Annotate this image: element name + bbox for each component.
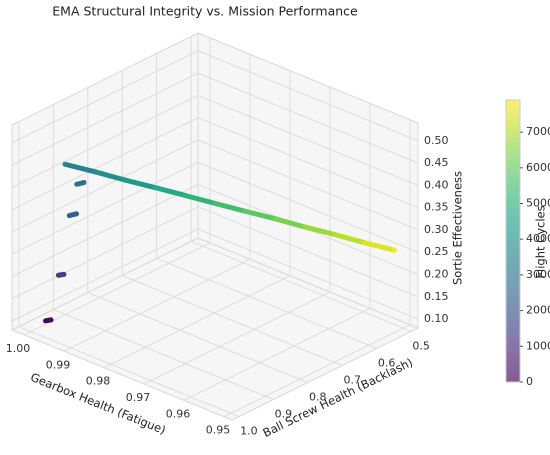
x-grid-line [183, 103, 371, 401]
point [242, 208, 278, 222]
z-tick-label: 0.30 [424, 223, 449, 236]
panes [10, 32, 420, 421]
colorbar-tick-label: 3000 [526, 268, 550, 281]
z-tick-label: 0.15 [424, 290, 449, 303]
point [62, 161, 98, 175]
y-grid-line [18, 121, 240, 418]
z-tick-label: 0.10 [424, 312, 449, 325]
y-tick-label: 1.0 [240, 425, 258, 438]
y-tick-label: 0.8 [309, 391, 327, 404]
point [332, 231, 368, 246]
colorbar-tick-label: 5000 [526, 197, 550, 210]
point [61, 271, 67, 277]
x-grid-line [63, 54, 251, 352]
z-grid-line [11, 183, 419, 277]
z-tick-label: 0.35 [424, 201, 449, 214]
point [81, 180, 87, 186]
marks [43, 161, 398, 324]
point [272, 216, 308, 230]
x-tick-label: 1.00 [6, 342, 31, 355]
z-grid-line [11, 228, 419, 322]
z-grid-line [11, 206, 419, 300]
x-tick-label: 0.96 [166, 407, 191, 420]
point [152, 185, 188, 198]
point [302, 224, 338, 237]
point [92, 169, 128, 183]
chart-title: EMA Structural Integrity vs. Mission Per… [52, 4, 358, 19]
colorbar-tick-label: 0 [526, 375, 533, 388]
point [182, 192, 218, 206]
x-grid-line [103, 70, 291, 369]
z-tick-label: 0.45 [424, 156, 449, 169]
y-grid-line [87, 87, 308, 383]
pane [197, 32, 419, 329]
y-tick-label: 0.5 [412, 339, 430, 352]
colorbar-label: Flight Cycles [534, 205, 548, 278]
z-grid-line [11, 139, 419, 233]
y-tick-label: 0.6 [378, 356, 396, 369]
x-grid-line [23, 37, 211, 336]
x-tick-label: 0.95 [206, 424, 231, 437]
colorbar-tick-label: 6000 [526, 161, 550, 174]
y-grid-line [52, 104, 274, 401]
colorbar-tick-label: 2000 [526, 304, 550, 317]
z-tick-label: 0.20 [424, 268, 449, 281]
z-grid-line [11, 117, 419, 211]
x-grid-line [143, 87, 331, 385]
point [122, 177, 158, 191]
point [392, 247, 398, 253]
point [212, 200, 248, 214]
y-tick-label: 0.9 [275, 408, 293, 421]
point [362, 240, 398, 253]
colorbar-tick-label: 4000 [526, 232, 550, 245]
z-grid-line [11, 161, 419, 255]
z-tick-label: 0.25 [424, 245, 449, 258]
point [48, 317, 54, 323]
colorbar-tick-label: 1000 [526, 339, 550, 352]
colorbar [505, 99, 521, 383]
x-grid-line [223, 119, 411, 418]
labels: 1.00 0.99 0.98 0.97 0.96 0.95 1.0 0.9 0.8 0.7 0.6 0… [6, 134, 449, 438]
x-tick-label: 0.99 [46, 358, 71, 371]
z-grid-line [11, 94, 419, 188]
z-tick-label: 0.50 [424, 134, 449, 147]
grid [11, 36, 419, 418]
y-grid-line [121, 70, 343, 366]
y-tick-label: 0.7 [343, 373, 361, 386]
z-tick-label: 0.40 [424, 178, 449, 191]
x-tick-label: 0.98 [86, 375, 111, 388]
z-grid-line [11, 50, 419, 144]
y-grid-line [190, 36, 412, 332]
z-grid-line [11, 72, 419, 166]
y-grid-line [156, 53, 377, 349]
x-tick-label: 0.97 [126, 391, 151, 404]
point [73, 211, 79, 217]
colorbar-tick-label: 7000 [526, 125, 550, 138]
z-axis-label: Sortie Effectiveness [451, 171, 465, 285]
